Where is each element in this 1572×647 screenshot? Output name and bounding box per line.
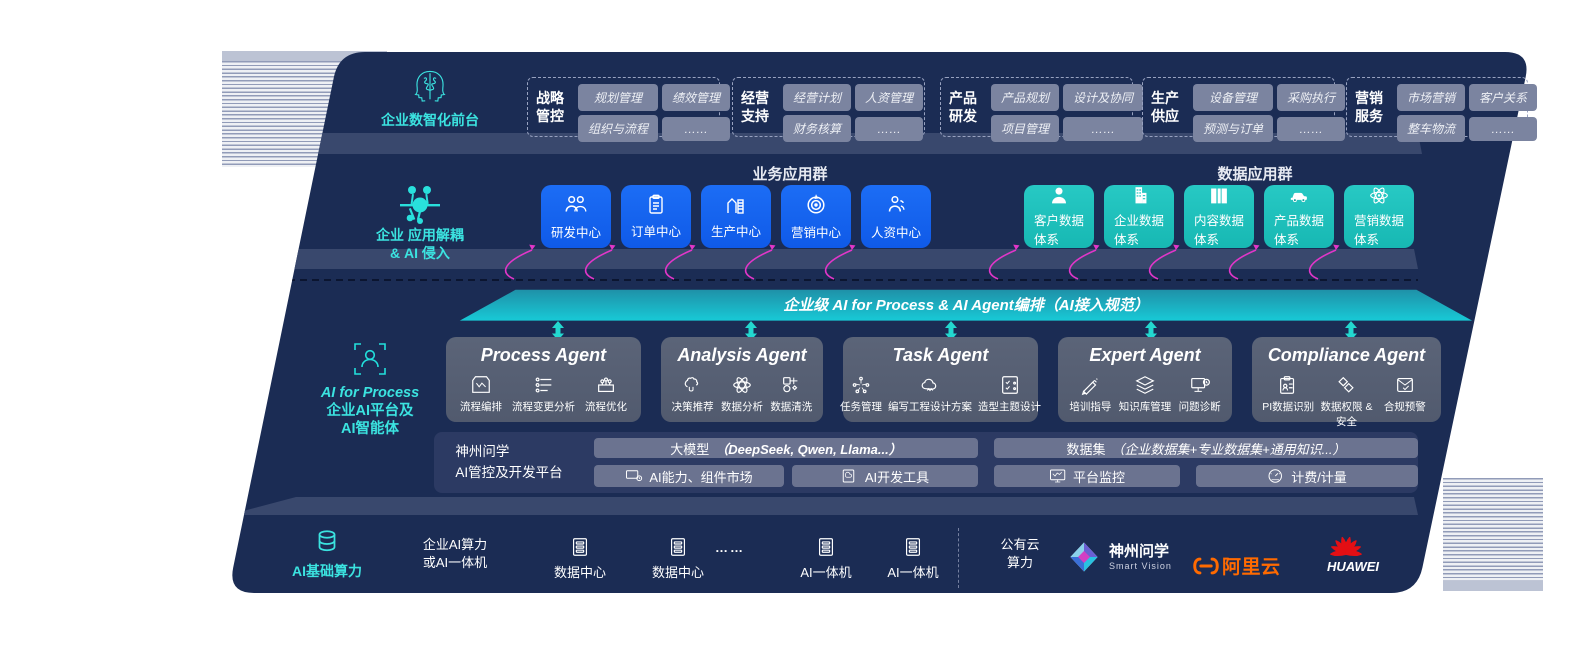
svg-text:企业级 AI for Process & AI Agent编: 企业级 AI for Process & AI Agent编排（AI接入规范） (783, 296, 1149, 314)
